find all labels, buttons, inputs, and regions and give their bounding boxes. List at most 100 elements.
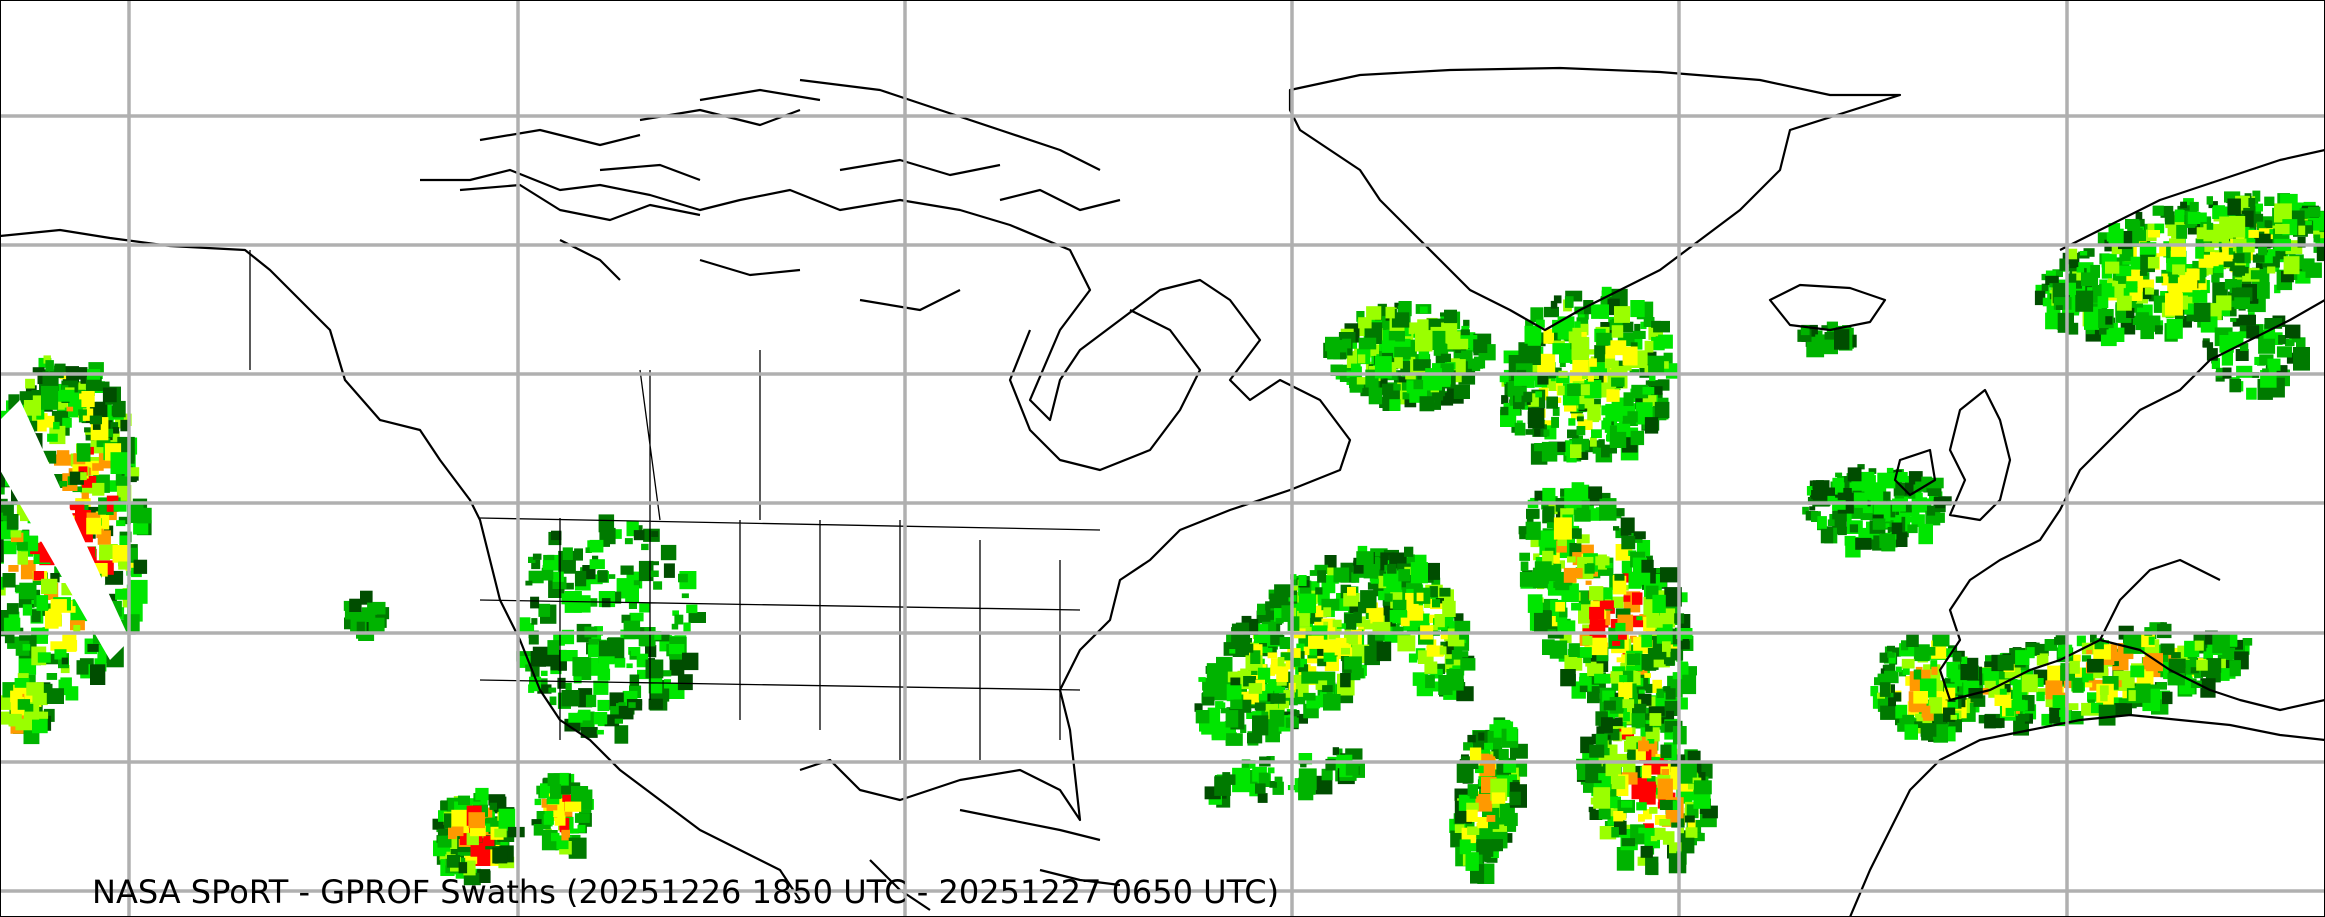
precip-pixel — [1870, 686, 1879, 697]
precip-pixel — [2135, 211, 2143, 220]
precip-pixel — [32, 367, 45, 375]
precip-pixel — [113, 500, 127, 512]
precip-pixel — [2189, 656, 2198, 662]
precip-pixel — [1552, 407, 1560, 416]
precip-pixel — [97, 381, 110, 391]
precip-pixel — [542, 565, 554, 580]
precip-pixel — [1613, 526, 1620, 531]
precip-pixel — [1895, 666, 1902, 673]
precip-pixel — [1406, 380, 1418, 392]
precip-pixel — [2122, 677, 2135, 689]
precip-pixel — [660, 544, 677, 561]
precip-pixel — [2147, 256, 2159, 269]
precip-pixel — [1269, 781, 1277, 788]
precip-pixel — [1535, 391, 1542, 398]
precip-pixel — [1393, 384, 1401, 391]
precip-pixel — [129, 467, 140, 477]
precip-pixel — [1270, 693, 1286, 704]
precip-pixel — [1469, 747, 1482, 764]
precip-pixel — [1519, 571, 1536, 587]
precip-pixel — [119, 535, 128, 546]
precip-pixel — [1499, 374, 1509, 383]
precip-pixel — [1662, 641, 1671, 652]
precip-pixel — [1659, 799, 1677, 810]
precip-pixel — [1219, 674, 1230, 686]
precip-pixel — [2238, 331, 2251, 339]
precip-pixel — [1844, 535, 1856, 546]
precip-pixel — [1391, 312, 1410, 328]
precip-pixel — [1576, 500, 1590, 513]
precip-pixel — [1583, 300, 1594, 315]
precip-pixel — [1620, 517, 1635, 536]
precip-pixel — [1682, 674, 1697, 695]
precip-pixel — [1855, 537, 1872, 550]
precip-pixel — [1252, 715, 1269, 736]
precip-pixel — [1475, 765, 1484, 774]
precip-pixel — [525, 664, 533, 672]
precip-pixel — [579, 806, 592, 816]
precip-pixel — [1901, 658, 1915, 669]
precip-pixel — [652, 561, 659, 566]
precip-pixel — [1578, 404, 1585, 410]
precip-pixel — [589, 539, 604, 553]
precip-pixel — [87, 643, 99, 652]
precip-pixel — [516, 656, 532, 668]
precip-pixel — [1439, 587, 1451, 597]
precip-pixel — [1883, 523, 1890, 528]
precip-pixel — [1431, 330, 1446, 350]
precip-pixel — [1279, 637, 1291, 649]
precip-pixel — [2187, 268, 2200, 281]
precip-pixel — [3, 502, 14, 516]
precip-pixel — [2286, 352, 2296, 364]
precip-pixel — [2285, 338, 2295, 347]
precip-pixel — [1827, 495, 1836, 502]
precip-pixel — [4, 632, 15, 644]
precip-pixel — [2258, 228, 2275, 240]
precip-pixel — [1580, 323, 1589, 336]
precip-pixel — [1380, 327, 1387, 333]
precip-pixel — [1891, 692, 1902, 702]
precip-pixel — [1523, 345, 1541, 365]
precip-pixel — [1638, 814, 1645, 822]
precip-pixel — [1593, 787, 1611, 809]
precip-pixel — [1576, 317, 1589, 326]
precip-pixel — [1619, 675, 1628, 682]
precip-pixel — [2211, 258, 2219, 267]
precip-pixel — [1839, 488, 1852, 497]
precip-pixel — [1570, 444, 1582, 458]
precip-pixel — [1587, 374, 1594, 382]
precip-pixel — [1921, 476, 1932, 487]
precip-pixel — [1832, 510, 1847, 528]
precip-pixel — [2232, 318, 2242, 327]
precip-pixel — [1467, 734, 1476, 743]
precip-pixel — [1399, 377, 1407, 383]
precip-pixel — [626, 663, 633, 669]
precip-pixel — [15, 718, 33, 731]
precip-pixel — [1385, 306, 1395, 319]
precip-pixel — [1679, 640, 1690, 650]
precip-pixel — [1637, 856, 1646, 866]
precip-pixel — [2196, 227, 2206, 240]
precip-pixel — [1612, 640, 1621, 646]
precip-pixel — [1677, 827, 1684, 834]
precip-pixel — [1649, 373, 1656, 382]
precip-pixel — [1258, 690, 1273, 701]
precip-pixel — [1609, 796, 1621, 809]
precip-pixel — [577, 824, 586, 833]
precip-pixel — [1892, 498, 1906, 512]
precip-pixel — [1915, 481, 1927, 492]
precip-pixel — [578, 709, 591, 721]
precip-pixel — [1590, 362, 1607, 374]
precip-pixel — [31, 609, 41, 623]
precip-pixel — [2045, 680, 2063, 700]
precip-pixel — [1419, 396, 1435, 412]
precip-pixel — [1614, 573, 1625, 581]
precip-pixel — [1835, 500, 1846, 510]
precip-pixel — [2248, 230, 2259, 238]
precip-pixel — [1351, 572, 1360, 583]
precip-pixel — [1317, 658, 1327, 667]
precip-pixel — [1604, 354, 1616, 369]
precip-pixel — [1623, 363, 1632, 371]
precip-pixel — [1693, 780, 1712, 795]
precip-pixel — [1425, 674, 1435, 689]
